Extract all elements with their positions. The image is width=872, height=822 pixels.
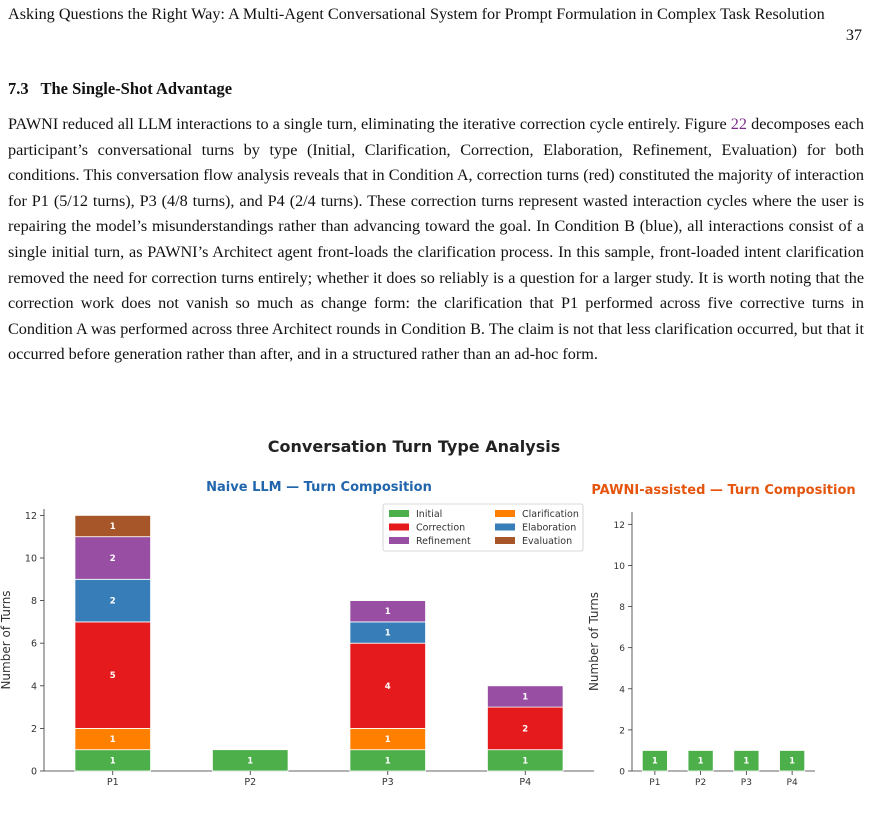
data-label-elaboration-p1: 2 xyxy=(110,597,116,607)
chart-title: PAWNI-assisted — Turn Composition xyxy=(591,483,855,498)
paragraph-text-2: decomposes each participant’s conversati… xyxy=(8,115,864,364)
y-tick-label: 2 xyxy=(31,724,37,735)
x-tick-label: P1 xyxy=(107,777,119,788)
data-label-clarification-p1: 1 xyxy=(110,735,116,745)
data-label-initial-p4: 1 xyxy=(522,756,528,766)
y-tick-label: 8 xyxy=(619,603,625,613)
data-label-initial-p3: 1 xyxy=(743,757,749,767)
x-tick-label: P3 xyxy=(382,777,394,788)
y-tick-label: 10 xyxy=(614,562,626,572)
y-tick-label: 10 xyxy=(25,553,37,564)
pawni-assisted-chart: PAWNI-assisted — Turn Composition 0 2 4 6 8 10… xyxy=(587,483,856,788)
y-tick-label: 12 xyxy=(614,521,625,531)
data-label-elaboration-p3: 1 xyxy=(385,629,391,639)
x-tick-label: P4 xyxy=(519,777,531,788)
data-label-refinement-p3: 1 xyxy=(385,607,391,617)
section-title: The Single-Shot Advantage xyxy=(40,79,233,98)
legend-label-clarification: Clarification xyxy=(522,509,579,520)
data-label-evaluation-p1: 1 xyxy=(110,522,116,532)
data-label-correction-p3: 4 xyxy=(385,682,391,692)
y-tick-label: 4 xyxy=(31,681,37,692)
legend-label-refinement: Refinement xyxy=(416,536,471,547)
y-tick-label: 4 xyxy=(619,685,625,695)
y-tick-label: 12 xyxy=(25,511,37,522)
bar-segment-correction-p3 xyxy=(349,642,426,729)
data-label-initial-p2: 1 xyxy=(698,757,704,767)
figure-suptitle: Conversation Turn Type Analysis xyxy=(268,437,560,456)
y-tick-label: 2 xyxy=(619,726,625,736)
data-label-initial-p2: 1 xyxy=(247,756,253,766)
section-number: 7.3 xyxy=(8,79,29,98)
bar-segment-elaboration-p1 xyxy=(74,578,151,623)
naive-llm-chart: Naive LLM — Turn Composition024681012Num… xyxy=(0,480,594,788)
y-axis-label: Number of Turns xyxy=(0,590,13,689)
y-tick-label: 6 xyxy=(31,639,37,650)
data-label-refinement-p4: 1 xyxy=(522,692,528,702)
legend-swatch-refinement xyxy=(389,537,409,544)
data-label-correction-p1: 5 xyxy=(110,671,116,681)
paragraph-text-1: PAWNI reduced all LLM interactions to a … xyxy=(8,115,731,133)
legend-frame xyxy=(382,503,584,552)
legend: Initial Clarification Correction Elaboratio… xyxy=(382,503,584,552)
data-label-initial-p1: 1 xyxy=(652,757,658,767)
x-tick-label: P2 xyxy=(244,777,256,788)
legend-label-initial: Initial xyxy=(416,509,442,520)
y-tick-label: 8 xyxy=(31,596,37,607)
chart-title: Naive LLM — Turn Composition xyxy=(206,480,432,495)
turn-type-figure: Conversation Turn Type Analysis Naive LL… xyxy=(0,437,856,788)
legend-swatch-clarification xyxy=(495,510,515,517)
data-label-initial-p4: 1 xyxy=(789,757,795,767)
x-tick-label: P4 xyxy=(787,778,798,788)
y-axis-label: Number of Turns xyxy=(587,592,601,691)
body-paragraph: PAWNI reduced all LLM interactions to a … xyxy=(8,112,864,368)
x-tick-label: P2 xyxy=(695,778,706,788)
figure-reference-link[interactable]: 22 xyxy=(730,115,747,133)
bar-segment-correction-p1 xyxy=(74,621,151,729)
y-tick-label: 0 xyxy=(31,767,37,778)
bar-segment-refinement-p1 xyxy=(74,536,151,580)
bar-segment-evaluation-p1 xyxy=(74,514,151,538)
data-label-refinement-p1: 2 xyxy=(110,554,116,564)
running-head: Asking Questions the Right Way: A Multi-… xyxy=(8,4,864,44)
page-number: 37 xyxy=(845,26,862,44)
legend-label-evaluation: Evaluation xyxy=(522,536,572,547)
data-label-initial-p1: 1 xyxy=(110,756,116,766)
bar-segment-refinement-p3 xyxy=(349,600,426,623)
x-tick-label: P1 xyxy=(649,778,660,788)
legend-label-correction: Correction xyxy=(416,523,465,534)
data-label-clarification-p3: 1 xyxy=(385,735,391,745)
legend-label-elaboration: Elaboration xyxy=(522,523,576,534)
running-head-title: Asking Questions the Right Way: A Multi-… xyxy=(8,5,825,23)
y-tick-label: 6 xyxy=(619,644,625,654)
section-heading: 7.3 The Single-Shot Advantage xyxy=(8,79,232,99)
legend-swatch-elaboration xyxy=(495,523,515,531)
legend-swatch-evaluation xyxy=(495,537,515,544)
data-label-initial-p3: 1 xyxy=(385,756,391,766)
data-label-correction-p4: 2 xyxy=(522,724,528,734)
legend-swatch-initial xyxy=(389,510,409,517)
y-tick-label: 0 xyxy=(619,768,625,778)
x-tick-label: P3 xyxy=(741,778,752,788)
legend-swatch-correction xyxy=(389,523,409,531)
bar-segment-refinement-p4 xyxy=(487,685,564,708)
